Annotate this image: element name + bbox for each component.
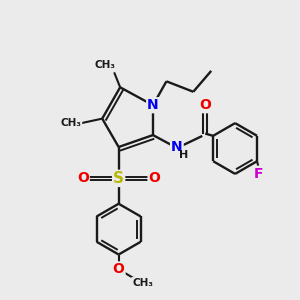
Text: N: N — [171, 140, 183, 154]
Text: O: O — [113, 262, 124, 276]
Text: S: S — [113, 171, 124, 186]
Text: H: H — [179, 150, 188, 161]
Text: N: N — [147, 98, 159, 112]
Text: O: O — [148, 171, 160, 185]
Text: CH₃: CH₃ — [132, 278, 153, 288]
Text: F: F — [254, 167, 263, 181]
Text: CH₃: CH₃ — [60, 118, 81, 128]
Text: O: O — [199, 98, 211, 112]
Text: O: O — [77, 171, 89, 185]
Text: CH₃: CH₃ — [95, 60, 116, 70]
